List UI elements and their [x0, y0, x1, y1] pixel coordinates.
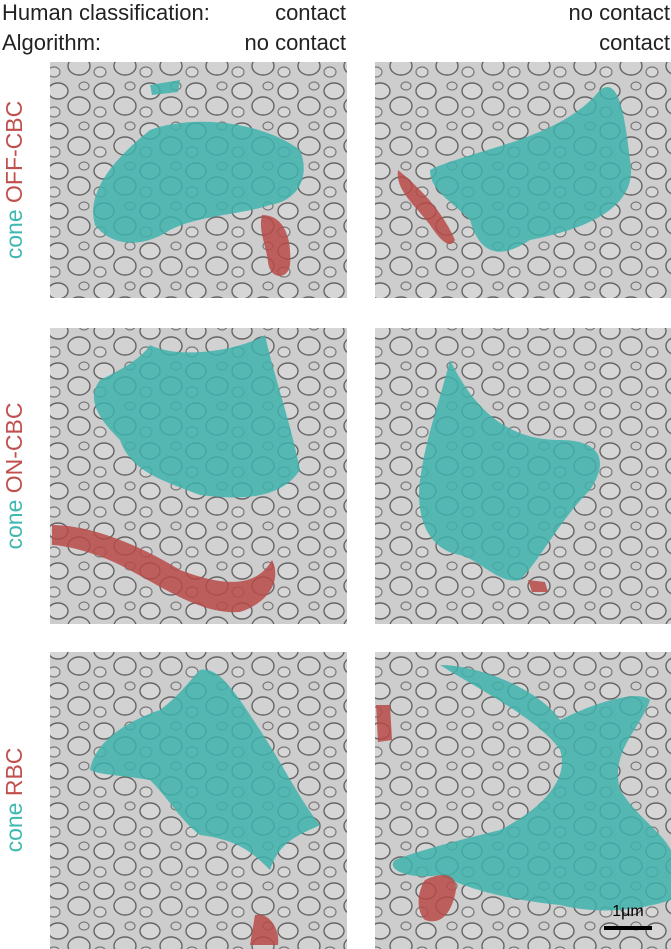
- row-label: cone OFF-CBC: [1, 101, 27, 259]
- scale-bar-label: 1μm: [612, 903, 643, 920]
- em-panel: [375, 328, 671, 624]
- human-col1: contact: [275, 0, 346, 25]
- em-panel: [50, 652, 347, 949]
- algorithm-label: Algorithm:: [2, 30, 101, 55]
- em-panel: [375, 652, 671, 949]
- em-panel: [375, 62, 671, 298]
- cell-label: RBC: [1, 748, 27, 797]
- em-panel: [50, 62, 347, 298]
- algorithm-col2: contact: [599, 30, 670, 55]
- row-label: cone ON-CBC: [1, 403, 27, 550]
- human-label: Human classification:: [2, 0, 210, 25]
- cone-label: cone: [1, 209, 27, 259]
- scale-bar: [604, 926, 652, 930]
- algorithm-col1: no contact: [244, 30, 346, 55]
- row-label: cone RBC: [1, 748, 27, 853]
- cone-label: cone: [1, 500, 27, 550]
- em-panel: [50, 328, 347, 624]
- human-col2: no contact: [568, 0, 670, 25]
- cell-label: ON-CBC: [1, 403, 27, 494]
- cell-label: OFF-CBC: [1, 101, 27, 203]
- cone-label: cone: [1, 803, 27, 853]
